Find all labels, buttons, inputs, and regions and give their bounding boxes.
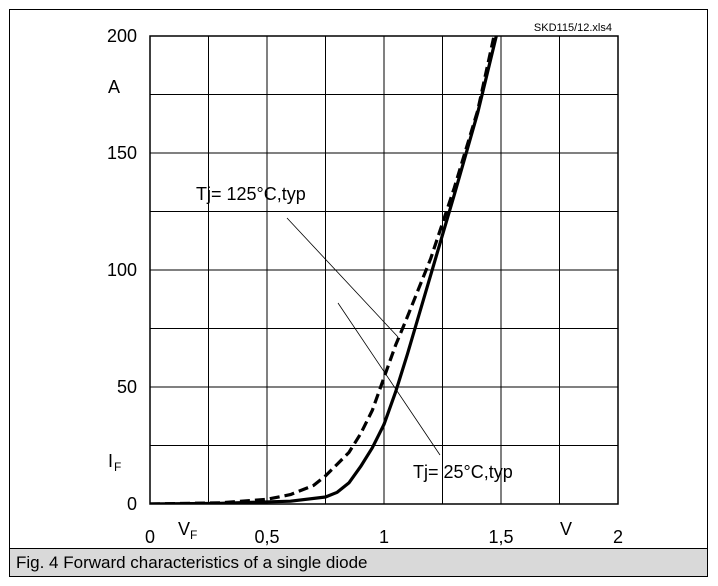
x-axis-unit-label: V [560,519,572,539]
source-note: SKD115/12.xls4 [534,22,612,34]
y-axis-symbol-main: I [108,451,113,471]
x-tick-label: 0 [145,527,155,547]
x-tick-label: 1 [379,527,389,547]
y-tick-label: 0 [127,494,137,514]
leader-line-25c [337,302,441,456]
annotation-tj-125: Tj= 125°C,typ [196,184,306,204]
x-tick-label: 0,5 [254,527,279,547]
x-axis-symbol-main: V [178,519,190,539]
grid-layer [149,35,619,505]
annotation-leaders [286,217,441,456]
x-tick-label: 1,5 [488,527,513,547]
y-tick-label: 100 [107,260,137,280]
figure-caption: Fig. 4 Forward characteristics of a sing… [16,553,368,572]
y-axis-symbol: I F [108,451,121,474]
plot-area-border [149,35,619,505]
caption-bar: Fig. 4 Forward characteristics of a sing… [10,548,707,576]
y-axis-symbol-subscript: F [114,460,121,474]
y-tick-label: 150 [107,143,137,163]
x-axis-symbol-subscript: F [190,528,197,542]
series-line-25c [150,36,498,504]
y-tick-label: 50 [117,377,137,397]
figure-frame [9,9,708,577]
series-line-125c [150,36,496,504]
y-axis-unit-label: A [108,77,120,97]
x-tick-label: 2 [613,527,623,547]
annotation-tj-25: Tj= 25°C,typ [413,462,513,482]
y-tick-label: 200 [107,26,137,46]
x-axis-symbol: V F [178,519,197,542]
tick-labels: 0 50 100 150 200 0 0,5 1 1,5 2 [107,26,623,547]
series-layer [150,36,498,504]
leader-line-125c [286,217,399,338]
